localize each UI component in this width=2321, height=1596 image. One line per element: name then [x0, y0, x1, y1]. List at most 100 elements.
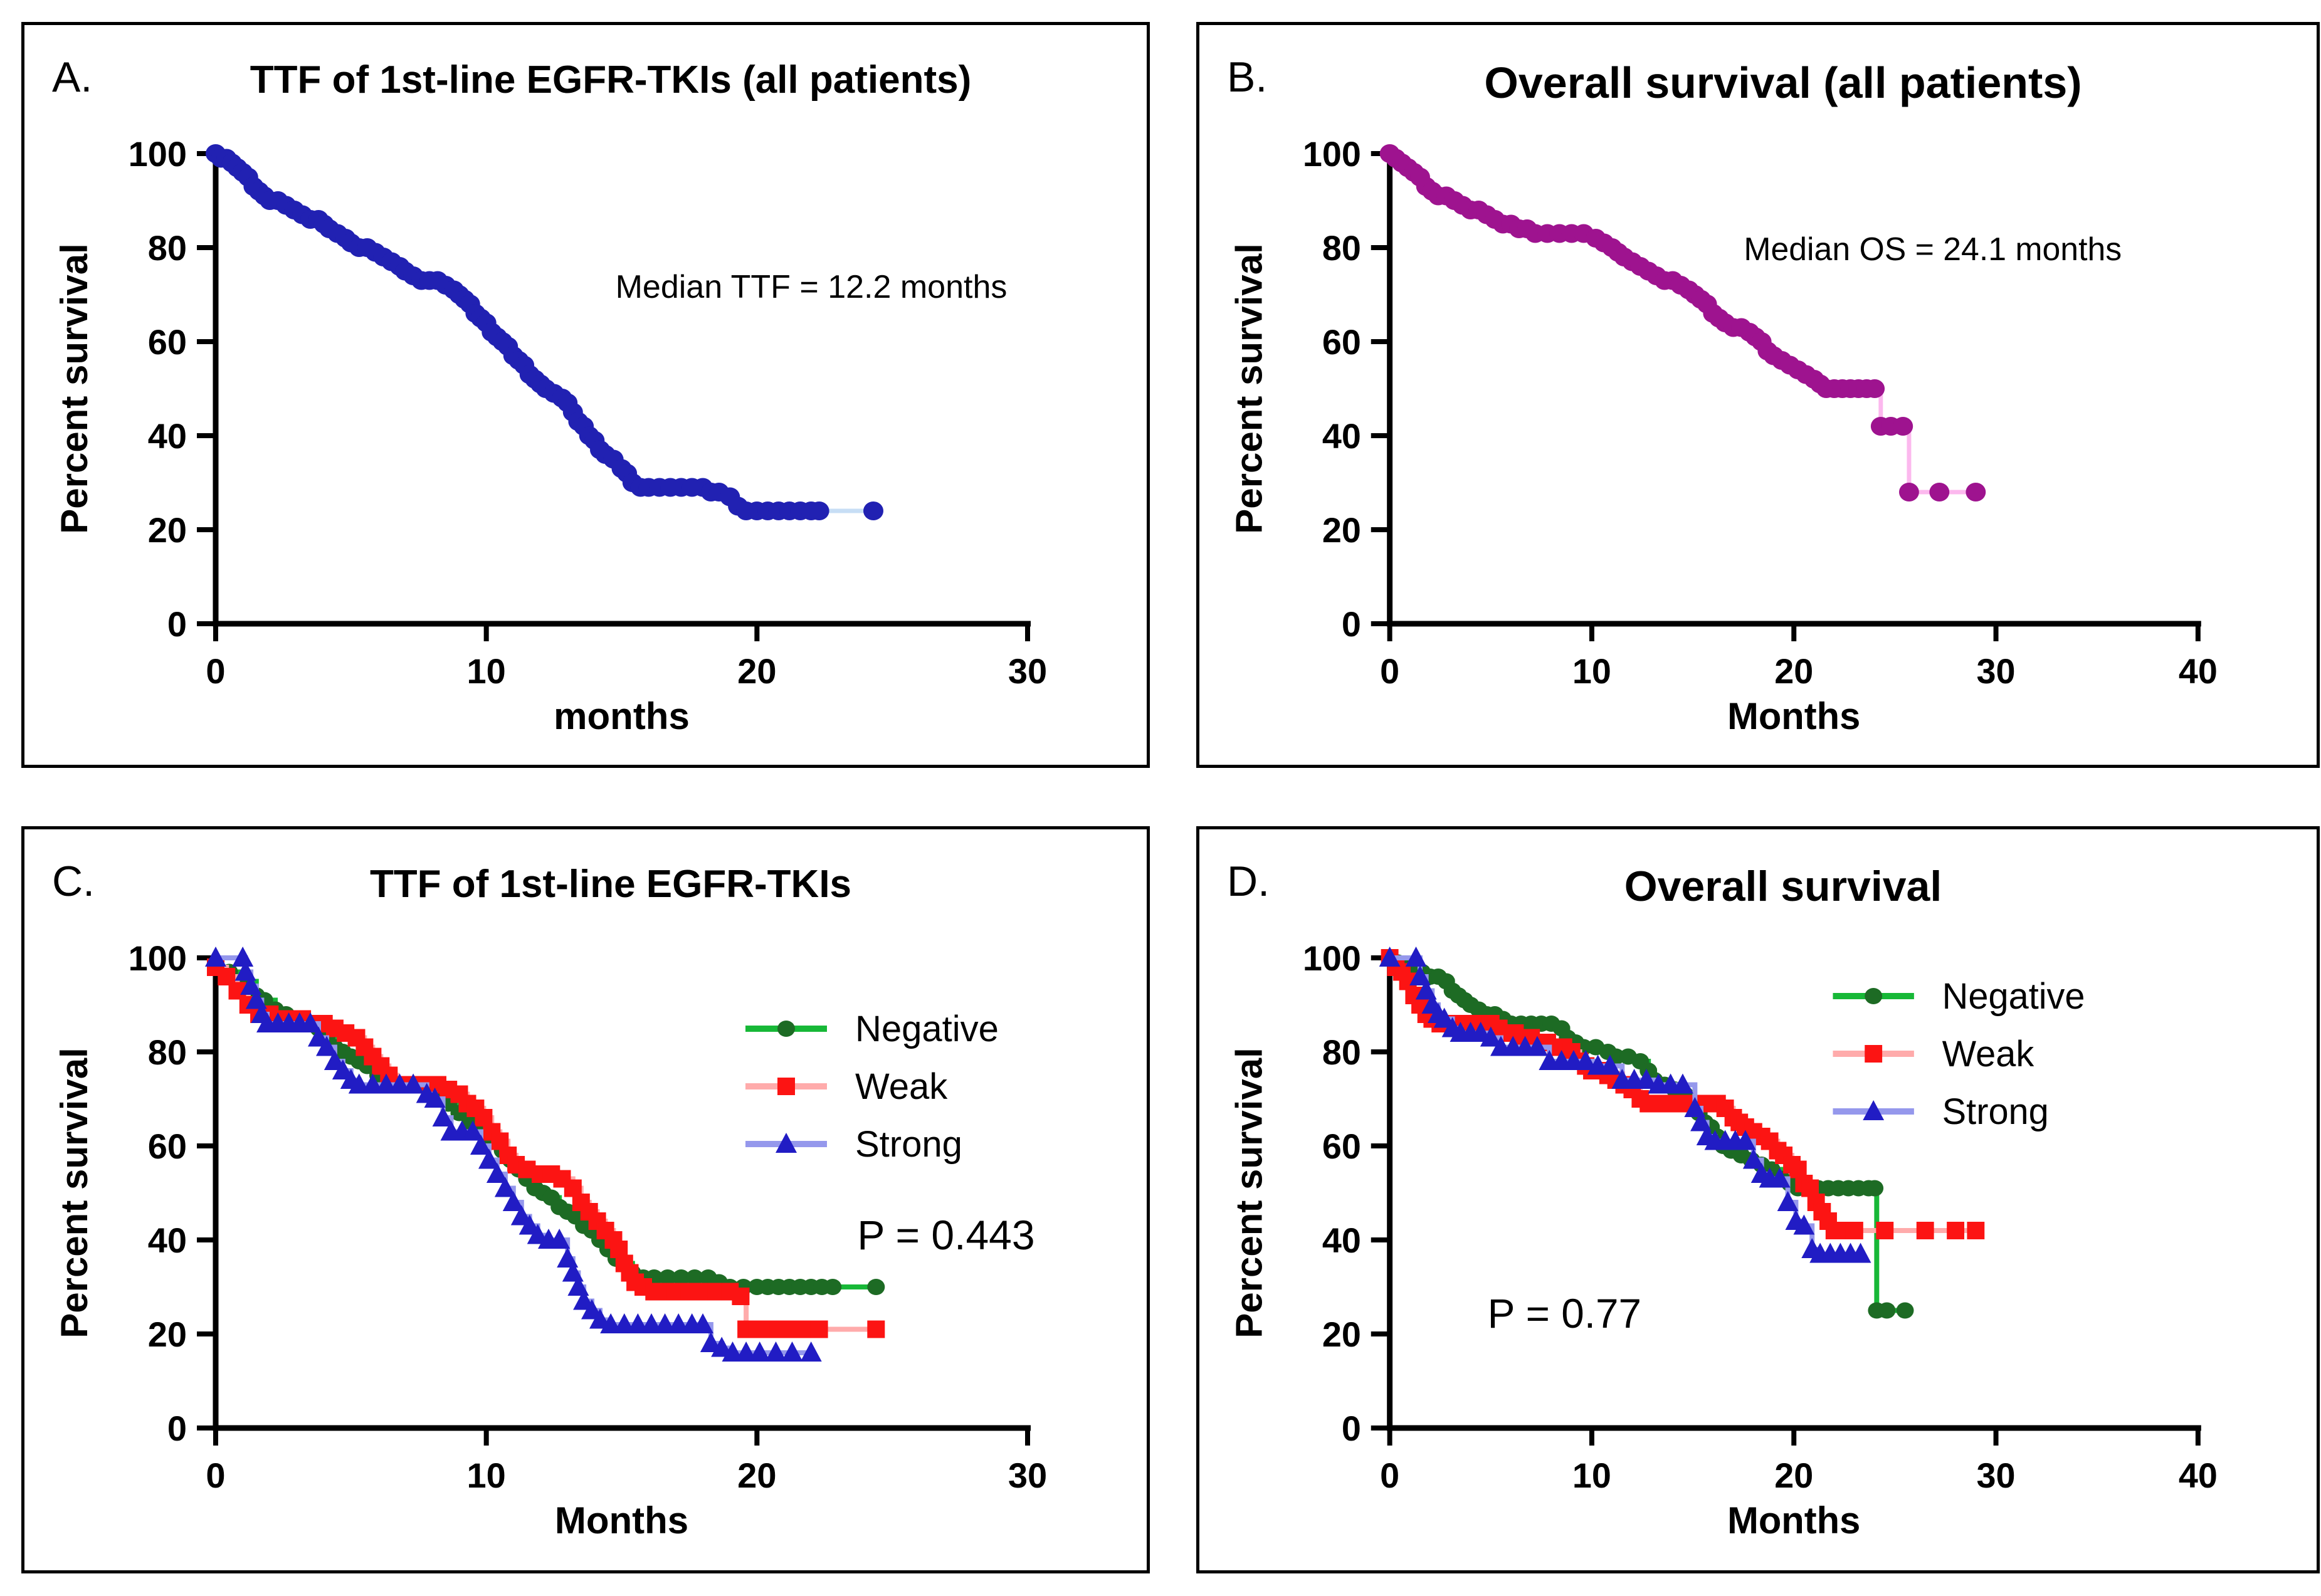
panel-letter: B.	[1227, 53, 1268, 101]
y-axis-label: Percent survival	[1228, 1047, 1270, 1338]
data-point-triangle	[781, 1341, 803, 1362]
data-point-circle	[658, 1269, 676, 1286]
panel-b-os-all-patients: B. Overall survival (all patients) 0 10 20…	[1196, 22, 2320, 768]
x-tick-label: 10	[1572, 1456, 1611, 1495]
data-point-triangle	[627, 1313, 649, 1333]
y-tick-label: 60	[1322, 322, 1361, 362]
data-point-triangle	[232, 947, 254, 967]
panel-d-os-by-group: D. Overall survival 0 10 20 30 40 0 20 40 60 80 10…	[1196, 826, 2320, 1573]
data-point-triangle	[735, 1341, 757, 1362]
y-tick-label: 60	[1322, 1126, 1361, 1166]
data-point-triangle	[1480, 1026, 1502, 1047]
legend-item: Negative	[1833, 977, 2085, 1017]
x-axis-label: Months	[555, 1499, 688, 1541]
x-tick-label: 30	[1977, 651, 2016, 691]
y-tick-label: 80	[148, 228, 187, 268]
km-chart-os-groups: 0 10 20 30 40 0 20 40 60 80 100 Months Percent survi…	[1228, 938, 2218, 1541]
km-chart-ttf-groups: 0 10 20 30 0 20 40 60 80 100 Months Percent surviva…	[53, 938, 1047, 1541]
axes: 0 10 20 30 40 0 20 40 60 80 100 Months Percent survi…	[1228, 938, 2218, 1541]
data-point-triangle	[700, 1332, 722, 1352]
data-point-triangle	[641, 1313, 662, 1333]
y-tick-label: 100	[1303, 134, 1361, 174]
x-tick-label: 10	[1572, 651, 1611, 691]
data-point-triangle	[711, 1336, 733, 1357]
y-tick-label: 20	[1322, 510, 1361, 550]
y-tick-label: 0	[167, 604, 187, 644]
x-tick-label: 30	[1008, 651, 1047, 691]
series-all-patients-os	[1379, 144, 1986, 501]
series-strong	[1379, 947, 1871, 1263]
data-point-triangle	[205, 947, 226, 967]
annotation: P = 0.443	[857, 1212, 1034, 1258]
legend-item: Weak	[745, 1066, 948, 1107]
x-tick-label: 20	[737, 1456, 776, 1495]
data-point-triangle	[749, 1341, 771, 1362]
data-point-square	[1967, 1222, 1985, 1239]
panel-a-ttf-all-patients: A. TTF of 1st-line EGFR-TKIs (all patien…	[21, 22, 1150, 768]
y-tick-label: 40	[148, 416, 187, 456]
legend-label: Weak	[1942, 1034, 2035, 1074]
data-point-triangle	[1672, 1073, 1693, 1094]
chart-title: Overall survival	[1624, 863, 1942, 910]
data-point-triangle	[1777, 1191, 1799, 1211]
data-point-triangle	[389, 1073, 411, 1094]
data-point-circle	[1865, 988, 1883, 1004]
chart-title: Overall survival (all patients)	[1484, 58, 2082, 107]
data-point-triangle	[478, 1148, 500, 1169]
legend: Negative Weak Strong	[745, 1009, 999, 1165]
panel-letter: A.	[52, 53, 93, 101]
data-point-triangle	[1850, 1242, 1871, 1263]
data-point-triangle	[1863, 1100, 1885, 1120]
data-point-triangle	[403, 1073, 424, 1094]
y-tick-label: 40	[1322, 416, 1361, 456]
data-point-triangle	[502, 1191, 524, 1211]
data-point-triangle	[316, 1036, 337, 1056]
y-axis-label: Percent survival	[1228, 243, 1270, 534]
y-tick-label: 0	[1342, 604, 1361, 644]
data-point-triangle	[776, 1133, 797, 1153]
data-point-triangle	[1409, 965, 1431, 985]
data-point-circle	[1878, 1302, 1896, 1319]
chart-title: TTF of 1st-line EGFR-TKIs	[369, 863, 852, 906]
x-axis-label: Months	[1727, 1499, 1860, 1541]
x-axis-label: Months	[1727, 695, 1860, 737]
data-point-circle	[777, 1021, 795, 1037]
data-point-triangle	[654, 1313, 676, 1333]
data-point-circle	[686, 1269, 703, 1286]
data-point-circle	[672, 1269, 690, 1286]
data-point-circle	[1966, 483, 1986, 501]
panel-c-ttf-by-group: C. TTF of 1st-line EGFR-TKIs 0 10 20 30 0 20 4…	[21, 826, 1150, 1573]
data-point-triangle	[494, 1177, 516, 1197]
x-tick-label: 30	[1977, 1456, 2016, 1495]
legend-item: Weak	[1833, 1034, 2034, 1074]
data-point-triangle	[424, 1088, 446, 1108]
data-point-triangle	[348, 1073, 370, 1094]
legend: Negative Weak Strong	[1833, 977, 2085, 1132]
data-point-triangle	[1636, 1069, 1657, 1089]
axes: 0 10 20 30 0 20 40 60 80 100 Months Percent surviva…	[53, 938, 1047, 1541]
data-point-circle	[1898, 483, 1919, 501]
y-tick-label: 60	[148, 322, 187, 362]
x-tick-label: 30	[1008, 1456, 1047, 1495]
legend-label: Weak	[855, 1066, 948, 1107]
annotation: P = 0.77	[1488, 1290, 1641, 1336]
annotation: Median OS = 24.1 months	[1744, 231, 2122, 267]
data-point-circle	[867, 1279, 885, 1295]
legend-item: Strong	[1833, 1092, 2049, 1132]
y-axis-label: Percent survival	[53, 243, 95, 534]
data-point-triangle	[1575, 1050, 1597, 1070]
data-point-triangle	[692, 1313, 713, 1333]
y-tick-label: 100	[129, 134, 187, 174]
data-point-circle	[1893, 417, 1913, 436]
x-axis-label: months	[554, 695, 690, 737]
y-tick-label: 80	[1322, 228, 1361, 268]
data-point-triangle	[800, 1341, 822, 1362]
data-point-square	[1876, 1222, 1894, 1239]
data-point-triangle	[613, 1313, 635, 1333]
data-point-square	[1845, 1222, 1863, 1239]
series-all-patients-ttf	[206, 144, 883, 520]
data-point-triangle	[470, 1135, 492, 1155]
data-point-square	[777, 1078, 795, 1095]
x-tick-label: 20	[1774, 651, 1813, 691]
